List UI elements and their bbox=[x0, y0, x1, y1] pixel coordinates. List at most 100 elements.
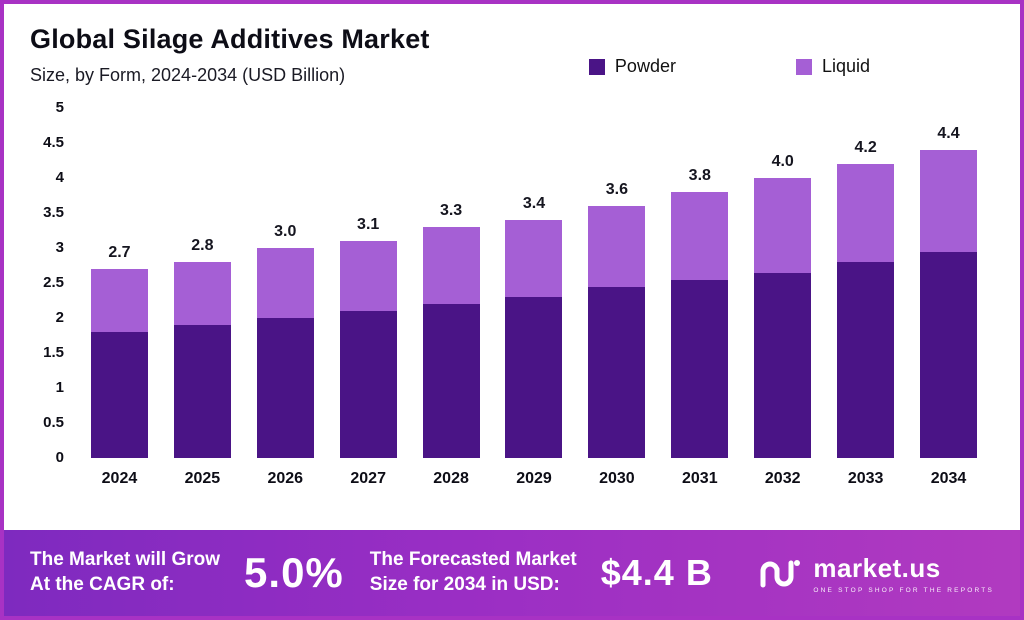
bar-stack: 3.6 bbox=[588, 108, 646, 458]
bar-total-label: 3.8 bbox=[688, 167, 711, 184]
bar-total-label: 4.2 bbox=[854, 139, 877, 156]
bar-segment-liquid bbox=[754, 178, 812, 273]
bar-stack: 3.0 bbox=[256, 108, 314, 458]
bar-total-label: 2.8 bbox=[191, 237, 214, 254]
y-tick-label: 2 bbox=[55, 309, 64, 326]
bar-segment-liquid bbox=[837, 164, 895, 262]
bar-total-label: 3.6 bbox=[605, 181, 629, 198]
x-axis-label: 2031 bbox=[682, 470, 718, 487]
bar-segment-powder bbox=[90, 332, 148, 458]
x-axis-label: 2033 bbox=[847, 470, 884, 487]
x-axis-label: 2030 bbox=[599, 470, 635, 487]
y-axis: 0 0.5 1 1.5 2 2.5 3 3.5 4 4.5 5 bbox=[18, 99, 78, 466]
brand-tagline: One Stop Shop For The Reports bbox=[813, 586, 994, 594]
x-axis-label: 2028 bbox=[433, 470, 469, 487]
legend: Powder Liquid bbox=[588, 56, 870, 77]
bar-segment-liquid bbox=[173, 262, 231, 325]
bar-column-2028: 3.3 2028 bbox=[410, 108, 493, 488]
y-tick-label: 1 bbox=[55, 379, 64, 396]
footer-banner: The Market will Grow At the CAGR of: 5.0… bbox=[4, 530, 1020, 616]
bar-segment-powder bbox=[422, 304, 480, 458]
bar-total-label: 2.7 bbox=[108, 244, 131, 261]
bar-column-2030: 3.6 2030 bbox=[575, 108, 658, 488]
bar-column-2031: 3.8 2031 bbox=[658, 108, 741, 488]
x-axis-label: 2024 bbox=[101, 470, 138, 487]
bar-stack: 3.3 bbox=[422, 108, 480, 458]
bar-segment-liquid bbox=[588, 206, 646, 287]
bar-segment-liquid bbox=[422, 227, 480, 304]
x-axis-label: 2027 bbox=[350, 470, 386, 487]
brand-wave-icon bbox=[760, 560, 801, 588]
x-axis-label: 2026 bbox=[267, 470, 304, 487]
bars-row: 2.7 2024 2.8 2025 3.0 2026 3.1 2027 3.3 2028 3.4 20… bbox=[78, 108, 990, 488]
bar-total-label: 4.0 bbox=[771, 153, 794, 170]
bar-segment-powder bbox=[671, 279, 729, 458]
x-axis-label: 2032 bbox=[764, 470, 801, 487]
bar-column-2034: 4.4 2034 bbox=[907, 108, 990, 488]
bar-stack: 2.8 bbox=[173, 108, 231, 458]
y-tick-label: 4.5 bbox=[43, 134, 64, 151]
bar-column-2027: 3.1 2027 bbox=[327, 108, 410, 488]
chart-header: Global Silage Additives Market Size, by … bbox=[4, 4, 1020, 86]
bar-segment-powder bbox=[837, 262, 895, 458]
forecast-value: $4.4 B bbox=[600, 552, 713, 593]
bar-total-label: 3.3 bbox=[439, 202, 463, 219]
x-axis-label: 2034 bbox=[930, 470, 967, 487]
bar-stack: 2.7 bbox=[90, 108, 148, 458]
plot-area: 0 0.5 1 1.5 2 2.5 3 3.5 4 4.5 5 2.7 2024 2.8 2025 3.0 2… bbox=[4, 99, 1020, 488]
y-tick-label: 1.5 bbox=[43, 344, 64, 361]
y-tick-label: 3 bbox=[55, 239, 64, 256]
bar-segment-powder bbox=[256, 318, 314, 458]
brand-text: market.us One Stop Shop For The Reports bbox=[813, 553, 994, 594]
bar-segment-powder bbox=[339, 311, 397, 458]
bar-stack: 4.2 bbox=[837, 108, 895, 458]
bar-segment-liquid bbox=[90, 269, 148, 332]
bar-stack: 4.0 bbox=[754, 108, 812, 458]
bar-column-2032: 4.0 2032 bbox=[741, 108, 824, 488]
bar-segment-liquid bbox=[505, 220, 563, 297]
bar-column-2029: 3.4 2029 bbox=[493, 108, 576, 488]
y-tick-label: 3.5 bbox=[43, 204, 64, 221]
bar-total-label: 4.4 bbox=[937, 125, 960, 142]
page-subtitle: Size, by Form, 2024-2034 (USD Billion) bbox=[30, 65, 346, 85]
bar-column-2033: 4.2 2033 bbox=[824, 108, 907, 488]
y-tick-label: 2.5 bbox=[43, 274, 64, 291]
bar-stack: 3.8 bbox=[671, 108, 729, 458]
x-axis-label: 2029 bbox=[516, 470, 552, 487]
legend-item-liquid: Liquid bbox=[795, 56, 870, 77]
bar-total-label: 3.1 bbox=[357, 216, 380, 233]
brand-logo: market.us One Stop Shop For The Reports bbox=[757, 553, 994, 594]
bar-segment-powder bbox=[173, 325, 231, 458]
bar-segment-liquid bbox=[671, 192, 729, 280]
cagr-label: The Market will Grow At the CAGR of: bbox=[30, 549, 221, 595]
cagr-value: 5.0% bbox=[244, 549, 344, 596]
bar-total-label: 3.0 bbox=[274, 223, 297, 240]
legend-item-powder: Powder bbox=[588, 56, 676, 77]
bar-column-2025: 2.8 2025 bbox=[161, 108, 244, 488]
bar-stack: 3.1 bbox=[339, 108, 397, 458]
bar-column-2026: 3.0 2026 bbox=[244, 108, 327, 488]
bar-segment-powder bbox=[920, 251, 978, 458]
x-axis-label: 2025 bbox=[184, 470, 221, 487]
legend-label: Liquid bbox=[821, 56, 870, 76]
forecast-label: The Forecasted Market Size for 2034 in U… bbox=[369, 549, 577, 595]
bar-segment-powder bbox=[754, 272, 812, 458]
y-tick-label: 5 bbox=[55, 99, 64, 116]
brand-name: market.us bbox=[813, 552, 941, 583]
legend-swatch-powder bbox=[588, 58, 605, 75]
bar-segment-liquid bbox=[339, 241, 397, 311]
page-title: Global Silage Additives Market bbox=[30, 24, 430, 54]
bar-total-label: 3.4 bbox=[522, 195, 546, 212]
bar-segment-liquid bbox=[920, 150, 978, 252]
legend-swatch-liquid bbox=[795, 58, 812, 75]
y-tick-label: 0 bbox=[55, 449, 64, 466]
bar-segment-powder bbox=[505, 297, 563, 458]
y-tick-label: 4 bbox=[55, 169, 64, 186]
bar-segment-powder bbox=[588, 286, 646, 458]
bar-column-2024: 2.7 2024 bbox=[78, 108, 161, 488]
chart-area: 0 0.5 1 1.5 2 2.5 3 3.5 4 4.5 5 2.7 2024 2.8 2025 3.0 2… bbox=[4, 86, 1020, 530]
bar-segment-liquid bbox=[256, 248, 314, 318]
legend-label: Powder bbox=[614, 56, 676, 76]
y-tick-label: 0.5 bbox=[43, 414, 64, 431]
